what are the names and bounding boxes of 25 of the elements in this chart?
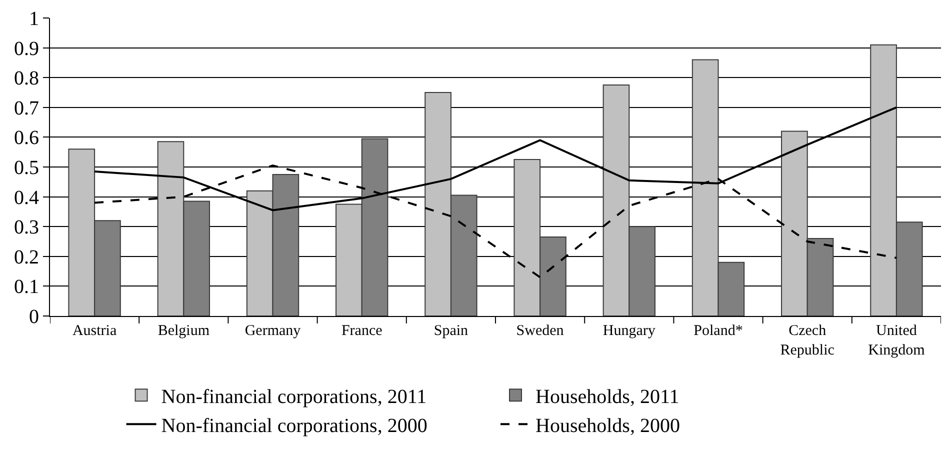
x-tick-label: Austria <box>72 323 117 339</box>
x-tick-label: France <box>341 323 383 339</box>
y-tick-label: 0.7 <box>14 97 39 120</box>
y-tick-label: 0.1 <box>14 276 39 298</box>
legend-label: Non-financial corporations, 2011 <box>161 386 427 408</box>
y-tick-label: 0.6 <box>14 127 39 150</box>
x-tick-label: Spain <box>434 323 469 339</box>
x-tick-label: United Kingdom <box>868 323 926 358</box>
x-tick-label: Poland* <box>694 323 743 339</box>
x-tick-label: Germany <box>244 323 302 339</box>
y-tick-label: 0 <box>29 306 39 328</box>
y-tick-label: 0.5 <box>14 157 39 179</box>
y-tick-label: 1 <box>29 8 39 30</box>
x-tick-label: Hungary <box>602 323 656 339</box>
legend-label: Households, 2011 <box>536 386 680 408</box>
legend-label: Households, 2000 <box>536 414 680 437</box>
y-tick-label: 0.3 <box>14 216 39 239</box>
y-tick-label: 0.4 <box>14 186 39 209</box>
y-tick-label: 0.2 <box>14 246 39 268</box>
x-tick-label: Czech Republic <box>780 323 835 358</box>
legend-label: Non-financial corporations, 2000 <box>161 414 428 437</box>
y-tick-label: 0.8 <box>14 68 39 90</box>
x-tick-label: Sweden <box>516 323 564 339</box>
y-tick-label: 0.9 <box>14 38 39 60</box>
x-tick-label: Belgium <box>158 323 210 339</box>
